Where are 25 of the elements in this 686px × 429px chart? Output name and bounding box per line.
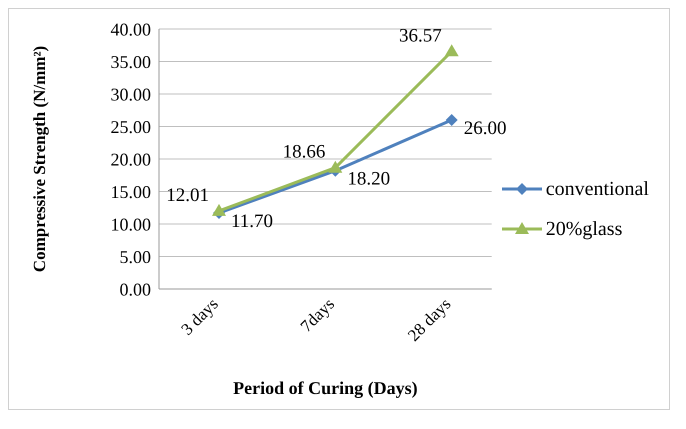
y-tick-label: 40.00 xyxy=(110,19,151,40)
data-label: 26.00 xyxy=(464,118,506,139)
legend-label: 20%glass xyxy=(546,217,622,242)
data-label: 18.20 xyxy=(347,168,390,190)
point xyxy=(444,44,459,56)
point xyxy=(212,204,226,216)
data-label: 11.70 xyxy=(231,210,274,232)
y-tick-label: 5.00 xyxy=(120,246,151,267)
point xyxy=(446,114,458,126)
data-label: 12.01 xyxy=(166,184,209,206)
y-tick-label: 15.00 xyxy=(110,182,151,202)
legend-label: conventional xyxy=(546,177,649,202)
y-axis-title: Compressive Strength (N/mm²) xyxy=(30,46,50,272)
y-tick-label: 20.00 xyxy=(110,149,151,170)
y-tick-label: 0.00 xyxy=(120,279,151,300)
data-label: 18.66 xyxy=(282,142,326,163)
point xyxy=(328,160,342,173)
y-tick-label: 25.00 xyxy=(110,116,151,137)
x-tick-label: 28 days xyxy=(404,294,455,345)
data-label: 36.57 xyxy=(398,25,442,46)
y-tick-label: 10.00 xyxy=(110,214,151,234)
x-axis-title: Period of Curing (Days) xyxy=(233,378,418,398)
y-tick-label: 30.00 xyxy=(110,84,151,104)
y-tick-label: 35.00 xyxy=(110,52,151,72)
x-tick-label: 3 days xyxy=(177,294,222,339)
